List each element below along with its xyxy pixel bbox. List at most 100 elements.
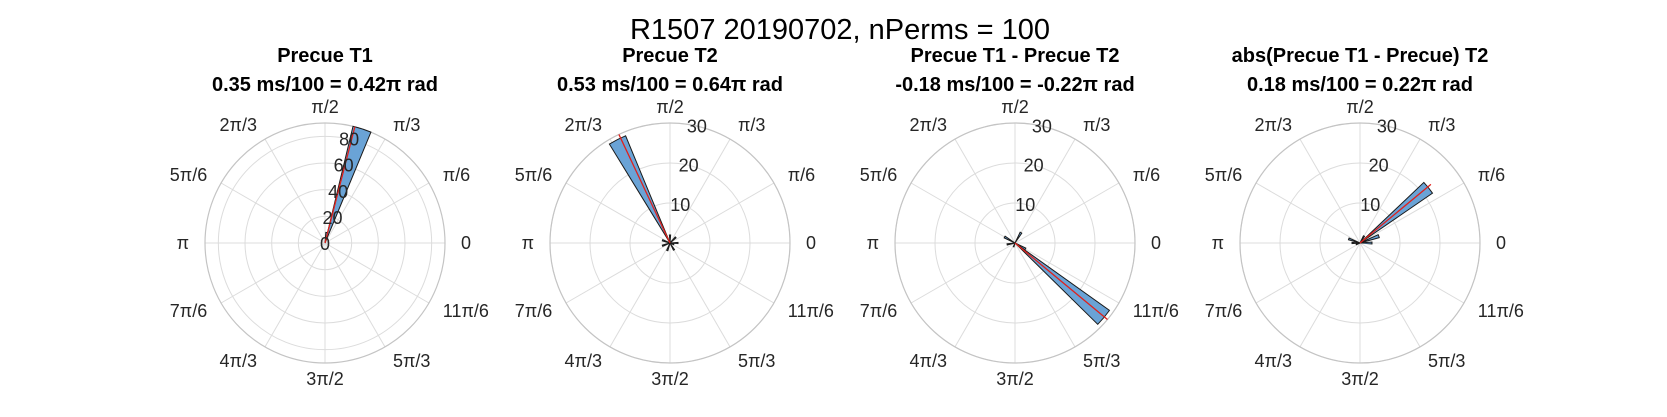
theta-tick-label: π/6 bbox=[788, 165, 815, 185]
theta-tick-label: 7π/6 bbox=[1205, 301, 1242, 321]
theta-grid-line bbox=[1299, 138, 1361, 244]
theta-tick-label: π/2 bbox=[1346, 97, 1373, 117]
theta-tick-label: 7π/6 bbox=[515, 301, 552, 321]
theta-grid-line bbox=[220, 182, 326, 244]
theta-grid-line bbox=[1255, 182, 1361, 244]
theta-tick-label: π/6 bbox=[1133, 165, 1160, 185]
theta-grid-line bbox=[220, 242, 326, 304]
histogram-bar bbox=[608, 135, 671, 244]
panel-subtitle: 0.35 ms/100 = 0.42π rad bbox=[212, 74, 438, 96]
r-tick-label: 20 bbox=[679, 156, 699, 176]
theta-tick-label: 5π/3 bbox=[1083, 351, 1120, 371]
r-tick-label: 30 bbox=[1032, 117, 1052, 137]
histogram-bar bbox=[1014, 231, 1023, 244]
theta-grid-line bbox=[264, 242, 326, 348]
histogram-bar bbox=[324, 125, 372, 244]
panel-title: Precue T1 - Precue T2 bbox=[911, 45, 1120, 67]
r-tick-label: 0 bbox=[320, 234, 330, 254]
theta-tick-label: 3π/2 bbox=[1341, 369, 1378, 389]
histogram-bar bbox=[669, 241, 679, 245]
panel-title: Precue T2 bbox=[622, 45, 718, 67]
theta-tick-label: 0 bbox=[1496, 233, 1506, 253]
theta-tick-label: 3π/2 bbox=[651, 369, 688, 389]
theta-tick-label: π/3 bbox=[1428, 115, 1455, 135]
histogram-bar bbox=[1359, 234, 1380, 244]
theta-tick-label: 11π/6 bbox=[1133, 301, 1179, 321]
panels: Precue T1 0.35 ms/100 = 0.42π rad 0 20 40 60 8… bbox=[170, 45, 1524, 389]
theta-tick-label: 3π/2 bbox=[996, 369, 1033, 389]
panel-subtitle: 0.18 ms/100 = 0.22π rad bbox=[1247, 74, 1473, 96]
r-tick-label: 30 bbox=[687, 117, 707, 137]
r-tick-label: 10 bbox=[670, 195, 690, 215]
mean-direction-line bbox=[1014, 242, 1108, 320]
histogram-bar bbox=[1359, 235, 1366, 244]
polar-panel-1: Precue T1 0.35 ms/100 = 0.42π rad 0 20 40 60 8… bbox=[170, 45, 489, 389]
histogram-bar bbox=[1347, 237, 1361, 244]
r-tick-label: 20 bbox=[1369, 156, 1389, 176]
panel-subtitle: -0.18 ms/100 = -0.22π rad bbox=[895, 74, 1134, 96]
theta-grid-line bbox=[609, 242, 671, 348]
theta-grid-line bbox=[1359, 138, 1421, 244]
theta-tick-label: 2π/3 bbox=[565, 115, 602, 135]
theta-grid-line bbox=[324, 182, 430, 244]
theta-tick-label: 5π/3 bbox=[1428, 351, 1465, 371]
theta-grid-line bbox=[1299, 242, 1361, 348]
theta-grid-line bbox=[1014, 242, 1076, 348]
r-tick-label: 60 bbox=[334, 156, 354, 176]
theta-tick-label: 11π/6 bbox=[1478, 301, 1524, 321]
histogram-bar bbox=[661, 239, 671, 244]
histogram-bar bbox=[668, 234, 672, 244]
theta-grid-line bbox=[1014, 138, 1076, 244]
theta-grid-line bbox=[565, 182, 671, 244]
histogram-bar bbox=[661, 242, 671, 247]
theta-grid-line bbox=[954, 138, 1016, 244]
polar-outer-ring bbox=[1239, 122, 1481, 364]
theta-tick-label: π bbox=[1212, 233, 1224, 253]
theta-tick-label: 0 bbox=[461, 233, 471, 253]
theta-grid-line bbox=[264, 138, 326, 244]
theta-grid-line bbox=[954, 242, 1016, 348]
theta-tick-label: 3π/2 bbox=[306, 369, 343, 389]
theta-tick-label: π/3 bbox=[738, 115, 765, 135]
theta-grid-line bbox=[669, 182, 775, 244]
theta-tick-label: 0 bbox=[806, 233, 816, 253]
polar-outer-ring bbox=[549, 122, 791, 364]
theta-tick-label: 7π/6 bbox=[170, 301, 207, 321]
theta-tick-label: 4π/3 bbox=[910, 351, 947, 371]
theta-grid-line bbox=[1359, 242, 1421, 348]
histogram-bar bbox=[1355, 242, 1361, 246]
theta-tick-label: 5π/3 bbox=[393, 351, 430, 371]
theta-grid-line bbox=[910, 242, 1016, 304]
panel-title: Precue T1 bbox=[277, 45, 373, 67]
histogram-bar bbox=[1359, 241, 1373, 245]
theta-tick-label: π/3 bbox=[1083, 115, 1110, 135]
theta-grid-line bbox=[669, 242, 775, 304]
theta-tick-label: π/2 bbox=[656, 97, 683, 117]
histogram-bar bbox=[1351, 241, 1361, 245]
theta-tick-label: 5π/6 bbox=[515, 165, 552, 185]
polar-outer-ring bbox=[204, 122, 446, 364]
theta-tick-label: 11π/6 bbox=[443, 301, 489, 321]
theta-tick-label: π bbox=[867, 233, 879, 253]
polar-outer-ring bbox=[894, 122, 1136, 364]
theta-grid-line bbox=[669, 242, 731, 348]
histogram-bar bbox=[1012, 242, 1016, 248]
theta-tick-label: π/6 bbox=[1478, 165, 1505, 185]
theta-grid-line bbox=[324, 242, 430, 304]
theta-grid-line bbox=[1014, 242, 1120, 304]
theta-grid-line bbox=[1255, 242, 1361, 304]
theta-tick-label: 4π/3 bbox=[220, 351, 257, 371]
theta-tick-label: 4π/3 bbox=[1255, 351, 1292, 371]
histogram-bar bbox=[669, 236, 677, 244]
theta-grid-line bbox=[324, 138, 386, 244]
theta-tick-label: 5π/6 bbox=[170, 165, 207, 185]
histogram-bar bbox=[669, 242, 676, 251]
theta-grid-line bbox=[324, 242, 386, 348]
theta-tick-label: 7π/6 bbox=[860, 301, 897, 321]
histogram-bar bbox=[666, 242, 671, 252]
theta-grid-line bbox=[910, 182, 1016, 244]
theta-tick-label: 2π/3 bbox=[220, 115, 257, 135]
r-tick-label: 20 bbox=[323, 208, 343, 228]
theta-tick-label: 2π/3 bbox=[1255, 115, 1292, 135]
